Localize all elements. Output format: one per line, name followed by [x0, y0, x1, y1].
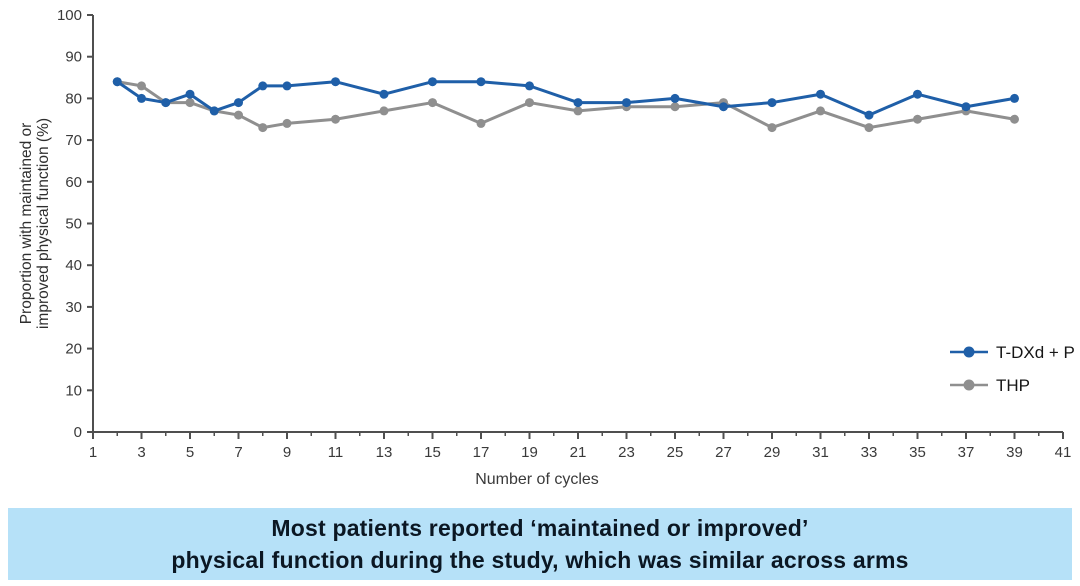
data-point-t-dxd-p: [161, 98, 171, 108]
caption-line: Most patients reported ‘maintained or im…: [271, 515, 809, 541]
x-tick-label: 13: [376, 444, 393, 461]
x-tick-label: 23: [618, 444, 635, 461]
x-tick-label: 41: [1055, 444, 1072, 461]
x-tick-label: 17: [473, 444, 490, 461]
data-point-thp: [525, 98, 534, 108]
data-point-t-dxd-p: [112, 77, 122, 87]
x-tick-label: 11: [328, 444, 344, 461]
x-tick-label: 35: [909, 444, 926, 461]
y-tick-label: 60: [65, 174, 82, 191]
y-tick-label: 90: [65, 49, 82, 66]
data-point-thp: [428, 98, 437, 108]
x-tick-label: 33: [861, 444, 878, 461]
x-tick-label: 29: [764, 444, 781, 461]
data-point-t-dxd-p: [913, 89, 922, 99]
y-tick-label: 30: [65, 299, 82, 316]
data-point-t-dxd-p: [719, 102, 728, 112]
data-point-t-dxd-p: [670, 93, 680, 103]
data-point-t-dxd-p: [816, 89, 825, 99]
data-point-thp: [670, 102, 680, 112]
x-tick-label: 39: [1006, 444, 1023, 461]
series-line-thp: [116, 80, 1015, 130]
x-tick-label: 3: [137, 444, 145, 461]
legend-marker-icon: [963, 346, 975, 358]
x-tick-label: 27: [715, 444, 732, 461]
data-point-thp: [234, 110, 243, 120]
data-point-t-dxd-p: [767, 98, 777, 108]
caption-line: physical function during the study, whic…: [171, 547, 909, 573]
x-tick-label: 9: [283, 444, 291, 461]
data-point-thp: [864, 123, 874, 133]
y-tick-label: 10: [65, 382, 82, 399]
data-point-t-dxd-p: [961, 102, 971, 112]
y-tick-label: 40: [65, 257, 82, 274]
x-tick-label: 19: [521, 444, 538, 461]
y-tick-label: 70: [65, 132, 82, 149]
legend-item: THP: [950, 376, 1030, 395]
data-point-t-dxd-p: [282, 81, 292, 91]
data-point-thp: [573, 106, 583, 116]
y-axis-title: improved physical function (%): [35, 118, 52, 329]
y-tick-label: 50: [65, 216, 82, 233]
legend-label: THP: [996, 376, 1030, 395]
data-point-thp: [258, 123, 268, 133]
data-point-t-dxd-p: [476, 77, 486, 87]
legend-marker-icon: [963, 379, 975, 391]
data-point-thp: [379, 106, 389, 116]
y-tick-label: 0: [74, 424, 82, 441]
data-point-t-dxd-p: [379, 89, 389, 99]
data-point-t-dxd-p: [258, 81, 268, 91]
x-tick-label: 31: [812, 444, 829, 461]
legend-label: T-DXd + P: [996, 343, 1075, 362]
data-point-thp: [282, 118, 292, 128]
data-point-t-dxd-p: [864, 110, 874, 120]
legend-item: T-DXd + P: [950, 343, 1075, 362]
data-point-t-dxd-p: [525, 81, 534, 91]
y-axis-title: Proportion with maintained or: [18, 123, 35, 325]
data-point-thp: [331, 114, 340, 124]
data-point-t-dxd-p: [234, 98, 243, 108]
data-point-thp: [816, 106, 825, 116]
data-point-t-dxd-p: [185, 89, 195, 99]
data-point-t-dxd-p: [428, 77, 437, 87]
data-point-t-dxd-p: [573, 98, 583, 108]
data-point-t-dxd-p: [1010, 93, 1019, 103]
data-point-t-dxd-p: [137, 93, 146, 103]
x-tick-label: 5: [186, 444, 194, 461]
x-tick-label: 15: [424, 444, 441, 461]
data-point-thp: [185, 98, 195, 108]
data-point-thp: [476, 118, 486, 128]
data-point-t-dxd-p: [622, 98, 631, 108]
x-tick-label: 21: [570, 444, 587, 461]
x-tick-label: 25: [667, 444, 684, 461]
x-tick-label: 1: [89, 444, 97, 461]
data-point-t-dxd-p: [331, 77, 340, 87]
y-tick-label: 80: [65, 90, 82, 107]
y-tick-label: 100: [57, 7, 82, 24]
data-point-t-dxd-p: [209, 106, 219, 116]
x-axis-title: Number of cycles: [475, 471, 599, 488]
data-point-thp: [137, 81, 146, 91]
x-tick-label: 7: [234, 444, 242, 461]
data-point-thp: [767, 123, 777, 133]
caption-box: Most patients reported ‘maintained or im…: [8, 508, 1072, 580]
x-tick-label: 37: [958, 444, 975, 461]
y-tick-label: 20: [65, 341, 82, 358]
data-point-thp: [1010, 114, 1019, 124]
data-point-thp: [913, 114, 922, 124]
